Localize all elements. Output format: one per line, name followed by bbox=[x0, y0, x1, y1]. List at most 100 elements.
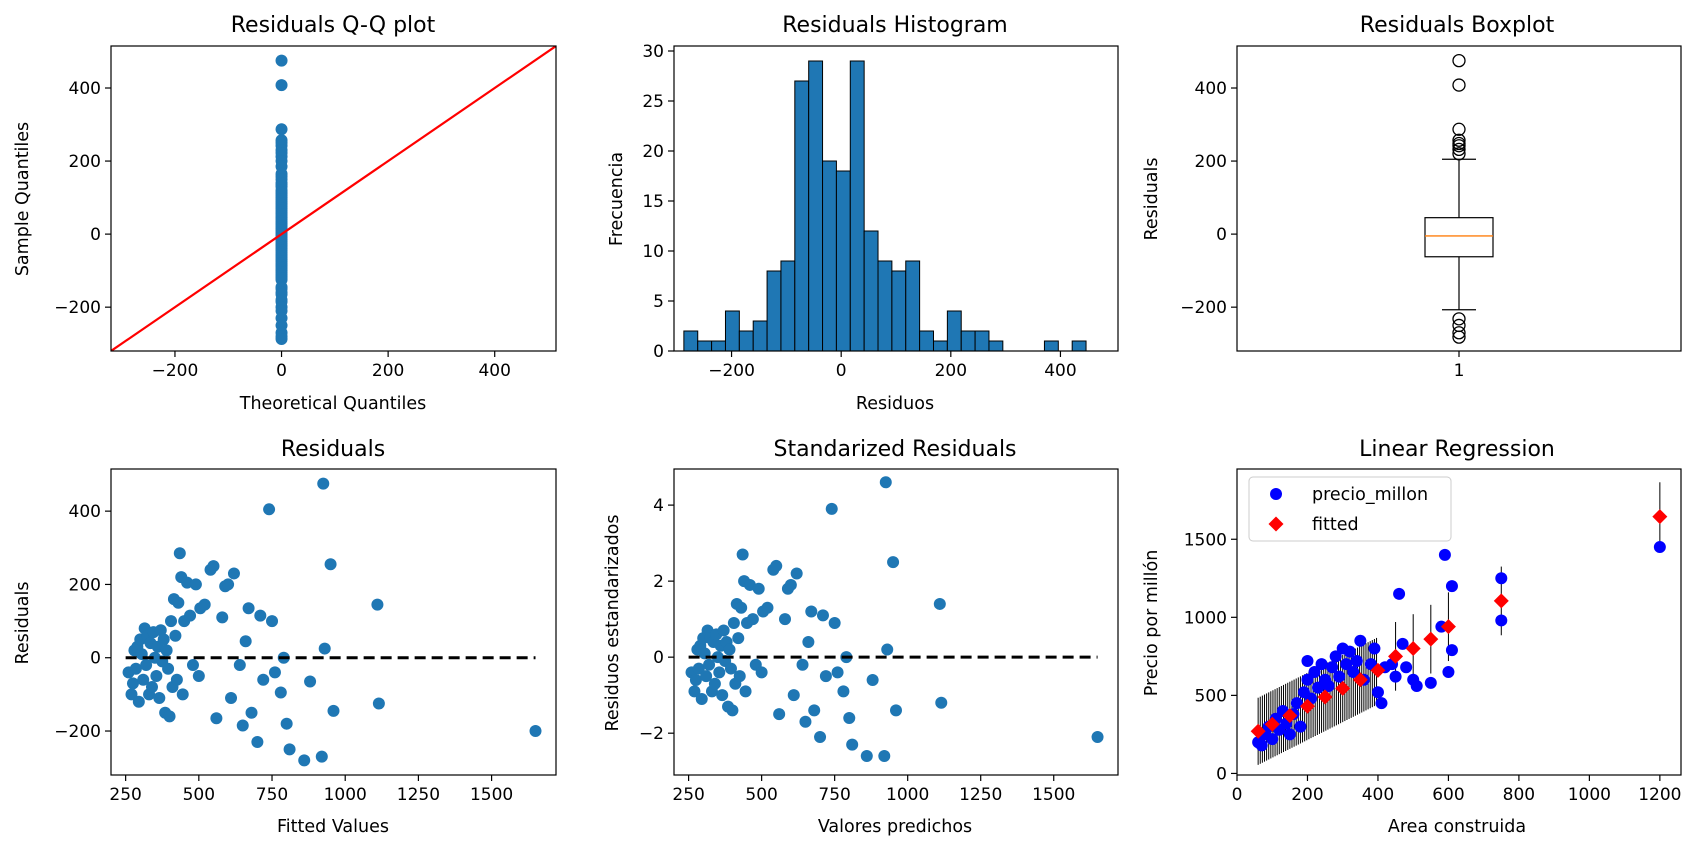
standardized-point bbox=[732, 632, 745, 645]
histogram-title: Residuals Histogram bbox=[782, 13, 1008, 38]
boxplot-outlier bbox=[1452, 326, 1466, 340]
standardized-point bbox=[689, 673, 702, 686]
residuals-title: Residuals bbox=[281, 437, 385, 462]
regression-ytick-label: 1000 bbox=[1184, 608, 1227, 628]
histogram-ytick-label: 25 bbox=[642, 92, 664, 112]
standardized-point bbox=[819, 670, 832, 683]
regression-ylabel: Precio por millón bbox=[1142, 550, 1162, 697]
boxplot-outlier bbox=[1452, 53, 1466, 68]
standardized-point bbox=[808, 704, 821, 717]
regression-observed-point bbox=[1424, 676, 1437, 689]
standardized-point bbox=[773, 708, 786, 721]
histogram-bar bbox=[808, 60, 824, 352]
residuals-point bbox=[233, 659, 246, 672]
boxplot-xtick-label: 1 bbox=[1454, 361, 1465, 381]
histogram-ytick-label: 0 bbox=[653, 342, 664, 362]
standardized-point bbox=[695, 692, 708, 705]
residuals-point bbox=[153, 692, 166, 705]
standardized-point bbox=[770, 559, 783, 572]
standardized-point bbox=[879, 476, 892, 489]
histogram-bar bbox=[946, 310, 962, 352]
standardized-xtick-label: 1000 bbox=[886, 785, 929, 805]
regression-fitted-point bbox=[1370, 662, 1386, 678]
histogram-xtick-label: 0 bbox=[836, 361, 847, 381]
histogram-bar bbox=[877, 260, 893, 352]
standardized-xtick-label: 250 bbox=[672, 785, 704, 805]
residuals-point bbox=[251, 736, 264, 749]
residuals-point bbox=[154, 624, 167, 637]
boxplot-outlier bbox=[1452, 133, 1466, 147]
boxplot-ytick-label: 200 bbox=[1195, 152, 1227, 172]
residuals-point bbox=[227, 567, 240, 580]
qq-ytick-label: 0 bbox=[90, 225, 101, 245]
qq-ytick-label: −200 bbox=[54, 298, 101, 318]
histogram-xtick-label: 400 bbox=[1044, 361, 1076, 381]
regression-observed-point bbox=[1445, 644, 1458, 657]
boxplot-outlier bbox=[1452, 122, 1466, 136]
qq-ytick-label: 200 bbox=[69, 152, 101, 172]
regression-observed-point bbox=[1290, 697, 1303, 710]
qq-point bbox=[275, 123, 288, 136]
standardized-ytick-label: −2 bbox=[639, 724, 664, 744]
standardized-point bbox=[703, 658, 716, 671]
regression-observed-point bbox=[1389, 670, 1402, 683]
boxplot-ylabel: Residuals bbox=[1142, 157, 1162, 240]
regression-fitted-point bbox=[1388, 648, 1404, 664]
histogram-bar bbox=[905, 260, 921, 352]
regression-fitted-point bbox=[1405, 641, 1421, 657]
qq-reference-line bbox=[111, 46, 556, 351]
qq-plot-frame bbox=[110, 45, 557, 352]
histogram-xtick-label: −200 bbox=[708, 361, 755, 381]
residuals-point bbox=[304, 675, 317, 688]
standardized-plot-frame bbox=[673, 468, 1119, 776]
standardized-xtick-label: 500 bbox=[745, 785, 777, 805]
regression-fitted-point bbox=[1335, 680, 1351, 696]
regression-observed-point bbox=[1322, 680, 1335, 693]
standardized-xlabel: Valores predichos bbox=[818, 817, 972, 837]
standardized-point bbox=[846, 738, 859, 751]
linear-regression-panel: Linear Regression Area construida Precio… bbox=[1142, 437, 1682, 837]
standardized-xtick-label: 1500 bbox=[1032, 785, 1075, 805]
boxplot-outlier bbox=[1452, 142, 1466, 157]
residuals-point bbox=[216, 611, 229, 624]
standardized-point bbox=[890, 704, 902, 717]
histogram-bar bbox=[974, 330, 990, 352]
residuals-xtick-label: 500 bbox=[183, 785, 215, 805]
residuals-point bbox=[125, 688, 138, 701]
standardized-point bbox=[796, 658, 809, 671]
residuals-point bbox=[372, 697, 385, 710]
boxplot-outlier bbox=[1452, 312, 1466, 326]
residuals-point bbox=[225, 692, 238, 705]
standardized-title: Standarized Residuals bbox=[773, 437, 1016, 462]
residuals-point bbox=[126, 677, 139, 690]
standardized-point bbox=[779, 613, 791, 626]
residuals-point bbox=[176, 688, 189, 701]
histogram-bar bbox=[724, 310, 740, 352]
residuals-point bbox=[236, 719, 249, 732]
qq-point bbox=[275, 79, 288, 92]
histogram-plot-frame bbox=[673, 45, 1119, 352]
qq-xtick-label: −200 bbox=[152, 361, 199, 381]
residuals-ytick-label: 400 bbox=[69, 502, 101, 522]
regression-xlabel: Area construida bbox=[1388, 817, 1526, 837]
standardized-point bbox=[933, 597, 946, 610]
standardized-ylabel: Residuos estandarizados bbox=[603, 515, 623, 732]
histogram-ylabel: Frecuencia bbox=[607, 152, 627, 246]
histogram-bar bbox=[932, 340, 948, 352]
standardized-point bbox=[708, 677, 721, 690]
standardized-point bbox=[837, 685, 850, 698]
regression-fitted-point bbox=[1352, 672, 1368, 688]
regression-fitted-point bbox=[1423, 631, 1439, 647]
standardized-point bbox=[735, 601, 748, 614]
histogram-bar bbox=[711, 340, 726, 352]
standardized-point bbox=[787, 689, 800, 702]
standardized-xtick-label: 750 bbox=[818, 785, 850, 805]
qq-xtick-label: 0 bbox=[276, 361, 287, 381]
residuals-point bbox=[160, 644, 173, 657]
histogram-ytick-label: 10 bbox=[642, 242, 664, 262]
qq-xlabel: Theoretical Quantiles bbox=[239, 394, 426, 414]
histogram-bar bbox=[752, 320, 768, 352]
residuals-xtick-label: 750 bbox=[256, 785, 288, 805]
standardized-point bbox=[802, 635, 815, 648]
qq-point bbox=[275, 54, 288, 67]
